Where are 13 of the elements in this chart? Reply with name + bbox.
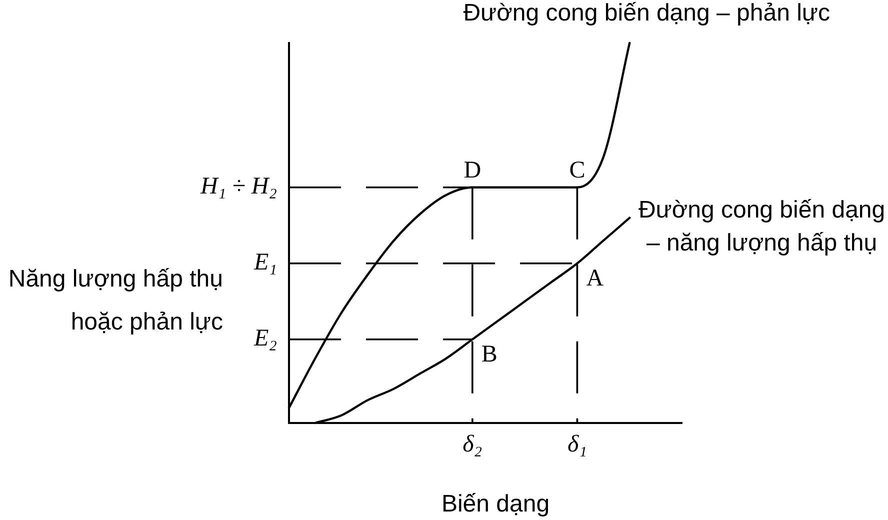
ref-line-label: H₁ ÷ H₂: [199, 174, 277, 200]
ref-line-label: E₂: [252, 326, 277, 352]
y-axis-title: Năng lượng hấp thụ hoặc phản lực: [8, 266, 223, 336]
annotation: B: [481, 342, 498, 368]
series-label: Đường cong biến dạng – phản lực: [463, 0, 830, 27]
x-tick-label: δ₁: [567, 432, 587, 458]
x-tick-label: δ₂: [462, 432, 482, 458]
annotation: C: [569, 158, 586, 184]
x-axis-title: Biến dạng: [441, 490, 550, 518]
annotation: D: [464, 158, 482, 184]
series-label: Đường cong biến dạng – năng lượng hấp thụ: [638, 196, 886, 256]
ref-line-label: E₁: [252, 250, 277, 276]
annotation: A: [586, 266, 604, 292]
